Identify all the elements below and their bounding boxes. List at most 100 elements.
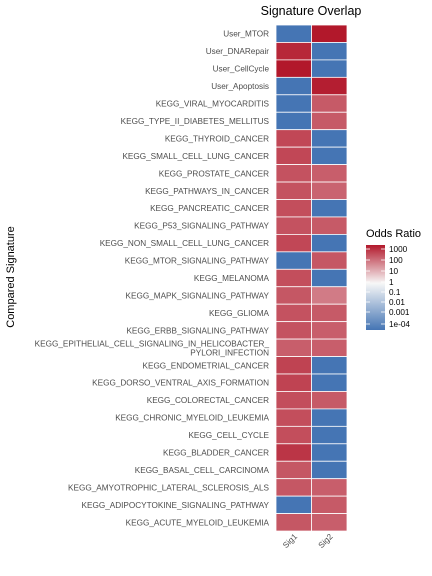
heatmap-cell (311, 408, 348, 427)
heatmap-cell (275, 233, 312, 253)
row-label: KEGG_ACUTE_MYELOID_LEUKEMIA (126, 518, 270, 527)
heatmap-cell (275, 443, 312, 462)
row-label: KEGG_TYPE_II_DIABETES_MELLITUS (121, 117, 270, 126)
row-labels: User_MTOR User_DNARepair User_CellCycle Use… (35, 30, 270, 528)
heatmap-cell (275, 111, 312, 131)
heatmap-cell (311, 181, 348, 200)
heatmap-cell (311, 42, 348, 61)
heatmap-cell (275, 164, 312, 183)
column-labels: Sig1 Sig2 (281, 532, 335, 550)
heatmap-cell (311, 199, 348, 218)
heatmap-cell (275, 303, 312, 323)
heatmap-cell (311, 251, 348, 270)
legend-labels: 1000 100 10 10.10.010.001 1e-04 (366, 245, 410, 329)
heatmap-cell (275, 338, 312, 357)
column-label: Sig2 (317, 532, 335, 550)
row-label: KEGG_P53_SIGNALING_PATHWAY (134, 222, 269, 231)
legend-label: 1000 (389, 245, 408, 254)
row-label: KEGG_MAPK_SIGNALING_PATHWAY (126, 291, 270, 300)
heatmap-cell (275, 391, 312, 410)
legend-label: 10 (389, 267, 399, 276)
row-label: KEGG_BLADDER_CANCER (163, 449, 269, 458)
row-label: KEGG_DORSO_VENTRAL_AXIS_FORMATION (92, 379, 269, 388)
row-label: KEGG_THYROID_CANCER (165, 134, 269, 143)
row-label: KEGG_ENDOMETRIAL_CANCER (143, 361, 270, 370)
heatmap-cell (275, 24, 312, 43)
row-label: KEGG_SMALL_CELL_LUNG_CANCER (122, 152, 269, 161)
row-label: KEGG_PANCREATIC_CANCER (150, 204, 269, 213)
heatmap-cell (311, 391, 348, 410)
heatmap-cell (275, 478, 312, 497)
heatmap-cell (311, 303, 348, 323)
heatmap-cell (311, 495, 348, 514)
row-label: User_MTOR (223, 30, 269, 39)
heatmap-cell (311, 129, 348, 148)
heatmap-cell (311, 513, 348, 532)
legend-label: 100 (389, 256, 403, 265)
heatmap-cell (311, 76, 348, 96)
legend-title: Odds Ratio (366, 228, 421, 240)
heatmap-cell (311, 164, 348, 183)
heatmap-cell (311, 146, 348, 165)
heatmap-cell (311, 373, 348, 392)
legend-colorbar (366, 245, 385, 330)
legend: Odds Ratio 1000 100 10 10.10.010.001 1e-04 (366, 228, 421, 330)
row-label: KEGG_EPITHELIAL_CELL_SIGNALING_IN_HELICO… (35, 339, 270, 357)
heatmap-cell (311, 338, 348, 357)
heatmap-cell (311, 356, 348, 375)
legend-label: 1 (389, 278, 394, 287)
heatmap-cell (275, 425, 312, 445)
row-label: KEGG_CHRONIC_MYELOID_LEUKEMIA (115, 414, 269, 423)
row-label: KEGG_CELL_CYCLE (188, 431, 269, 440)
heatmap-cell (275, 408, 312, 427)
heatmap-cell (311, 24, 348, 43)
heatmap-cell (311, 233, 348, 253)
heatmap-cell (275, 94, 312, 113)
row-label: KEGG_BASAL_CELL_CARCINOMA (135, 466, 270, 475)
heatmap-cell (275, 216, 312, 235)
row-label: KEGG_PROSTATE_CANCER (159, 169, 269, 178)
row-label: User_CellCycle (213, 65, 270, 74)
heatmap-cell (311, 94, 348, 113)
legend-label: 0.1 (389, 288, 401, 297)
heatmap-cell (275, 59, 312, 78)
heatmap-cell (311, 111, 348, 131)
row-label: KEGG_NON_SMALL_CELL_LUNG_CANCER (100, 239, 269, 248)
legend-label: 1e-04 (389, 320, 410, 329)
heatmap-cell (311, 425, 348, 445)
y-axis-title: Compared Signature (5, 226, 17, 328)
row-label: KEGG_MTOR_SIGNALING_PATHWAY (125, 257, 270, 266)
heatmap-cell (311, 321, 348, 340)
row-label: User_DNARepair (206, 47, 270, 56)
legend-label: 0.001 (389, 308, 410, 317)
row-label: KEGG_GLIOMA (209, 309, 270, 318)
chart-title: Signature Overlap (261, 4, 362, 18)
heatmap-cell (275, 146, 312, 165)
heatmap-cell (275, 42, 312, 61)
row-label: KEGG_AMYOTROPHIC_LATERAL_SCLEROSIS_ALS (68, 483, 270, 492)
heatmap-cell (275, 286, 312, 305)
heatmap-cell (311, 286, 348, 305)
row-label: KEGG_COLORECTAL_CANCER (147, 396, 269, 405)
row-label: KEGG_MELANOMA (194, 274, 270, 283)
heatmap-cell (311, 443, 348, 462)
heatmap-cell (275, 373, 312, 392)
heatmap-cell (311, 59, 348, 78)
heatmap-cell (275, 268, 312, 288)
heatmap-cell (311, 478, 348, 497)
heatmap-cell (275, 199, 312, 218)
heatmap-cell (275, 129, 312, 148)
heatmap-cells (275, 24, 348, 532)
heatmap-cell (275, 495, 312, 514)
heatmap-cell (275, 321, 312, 340)
legend-label: 0.01 (389, 298, 405, 307)
row-label: KEGG_PATHWAYS_IN_CANCER (145, 187, 269, 196)
row-label: KEGG_ERBB_SIGNALING_PATHWAY (126, 326, 269, 335)
heatmap-cell (275, 76, 312, 96)
heatmap-cell (275, 460, 312, 480)
row-label: KEGG_ADIPOCYTOKINE_SIGNALING_PATHWAY (82, 501, 270, 510)
heatmap-cell (311, 268, 348, 288)
heatmap-cell (275, 356, 312, 375)
heatmap-cell (275, 513, 312, 532)
